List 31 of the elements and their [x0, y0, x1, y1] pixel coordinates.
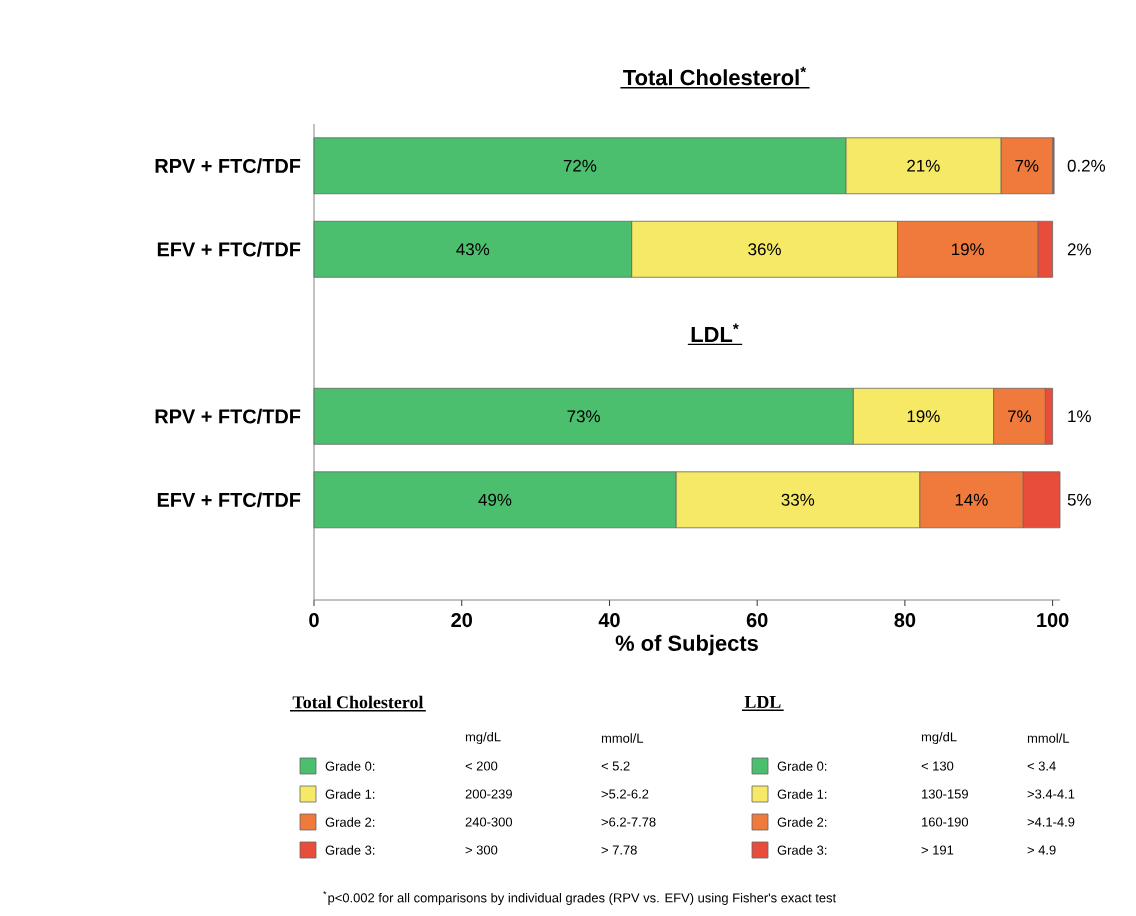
data-label: 36% — [748, 243, 781, 256]
data-label: 2% — [1067, 243, 1091, 256]
data-label: 72% — [563, 159, 597, 172]
chart-title: Total Cholesterol$^{*}$ — [623, 66, 807, 86]
data-label: 7% — [1008, 410, 1032, 423]
y-tick-label: EFV + FTC/TDF — [157, 241, 301, 257]
x-tick-label: 80 — [894, 613, 916, 628]
data-label: 21% — [907, 159, 940, 172]
data-label: 43% — [456, 243, 490, 256]
x-tick-label: 100 — [1037, 613, 1069, 628]
data-label: 73% — [567, 410, 600, 423]
annotation: LDL$^{*}$ — [691, 323, 739, 342]
y-tick-label: EFV + FTC/TDF — [157, 492, 301, 508]
x-tick-label: 60 — [746, 613, 768, 628]
y-tick-label: RPV + FTC/TDF — [155, 158, 301, 174]
data-label: 14% — [955, 493, 988, 506]
y-tick-label: RPV + FTC/TDF — [155, 408, 301, 424]
data-label: 1% — [1068, 410, 1091, 423]
data-label: 7% — [1015, 159, 1039, 172]
data-label: 19% — [907, 410, 940, 423]
x-axis-title: % of Subjects — [615, 634, 758, 656]
text: Total Cholesterol — [292, 695, 424, 709]
data-label: 19% — [952, 243, 985, 256]
text: LDL — [744, 696, 781, 708]
data-label: 33% — [781, 493, 815, 506]
x-tick-label: 40 — [598, 613, 620, 628]
x-tick-label: 0 — [309, 613, 319, 628]
data-label: 5% — [1067, 493, 1091, 506]
x-tick-label: 20 — [451, 613, 472, 628]
data-label: 49% — [478, 493, 512, 506]
data-label: 0.2% — [1067, 159, 1106, 172]
